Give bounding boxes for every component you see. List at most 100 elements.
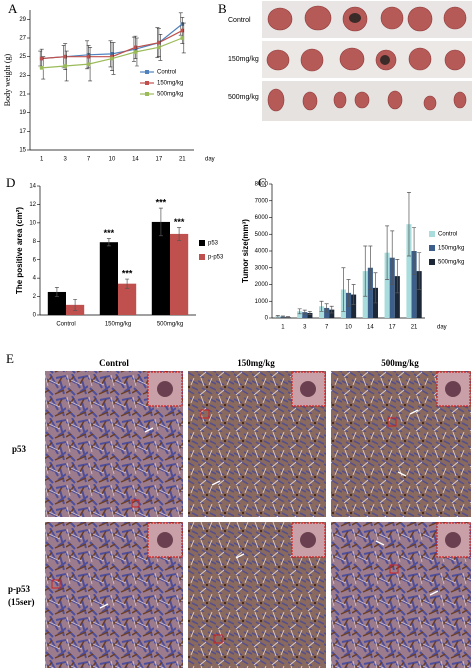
x-tick-label: 17 bbox=[156, 157, 163, 163]
row-label: p53 bbox=[12, 444, 27, 454]
y-tick-label: 14 bbox=[29, 184, 36, 190]
bar bbox=[329, 309, 335, 318]
x-tick-label: 3 bbox=[63, 157, 67, 163]
panel-letter: C bbox=[258, 175, 267, 190]
bar bbox=[351, 294, 357, 318]
legend-label: 500mg/kg bbox=[438, 260, 464, 266]
bar bbox=[394, 276, 400, 318]
x-tick-label: 17 bbox=[389, 325, 396, 331]
error-bar bbox=[385, 225, 390, 280]
row-label: Control bbox=[228, 17, 251, 24]
legend-label: Control bbox=[157, 70, 176, 76]
x-tick-label: 7 bbox=[325, 325, 329, 331]
error-bar bbox=[297, 308, 302, 315]
y-axis-label: Body weight (g) bbox=[3, 53, 12, 106]
marker bbox=[110, 56, 114, 61]
error-bar bbox=[324, 303, 329, 313]
error-bar bbox=[307, 310, 312, 315]
x-tick-label: 150mg/kg bbox=[105, 322, 131, 328]
x-tick-label: 7 bbox=[87, 157, 91, 163]
error-bar bbox=[125, 278, 130, 289]
panel-letter: E bbox=[6, 351, 14, 366]
legend-swatch bbox=[429, 259, 435, 265]
marker bbox=[133, 45, 138, 50]
y-tick-label: 1000 bbox=[255, 299, 269, 305]
marker bbox=[180, 28, 185, 33]
error-bar bbox=[280, 315, 285, 318]
bar bbox=[406, 224, 412, 318]
bar bbox=[324, 307, 330, 318]
bar bbox=[151, 221, 170, 315]
legend-label: 150mg/kg bbox=[157, 81, 183, 87]
marker bbox=[39, 56, 44, 61]
legend-swatch bbox=[429, 245, 435, 251]
legend-label: p53 bbox=[208, 241, 219, 247]
y-tick-label: 2000 bbox=[255, 282, 269, 288]
x-tick-label: 14 bbox=[132, 157, 139, 163]
significance-label: *** bbox=[174, 217, 185, 227]
bar bbox=[47, 291, 66, 315]
panel-letter: B bbox=[218, 1, 227, 16]
bar bbox=[416, 271, 422, 318]
x-tick-label: 21 bbox=[411, 325, 418, 331]
x-axis-label: day bbox=[205, 157, 215, 163]
x-tick-label: 500mg/kg bbox=[157, 322, 183, 328]
y-tick-label: 0 bbox=[33, 313, 37, 319]
bar bbox=[307, 312, 313, 318]
marker bbox=[39, 66, 44, 70]
y-tick-label: 19 bbox=[19, 110, 26, 116]
error-bar bbox=[390, 230, 395, 285]
x-tick-label: 1 bbox=[40, 157, 44, 163]
bar bbox=[389, 257, 395, 318]
y-tick-label: 10 bbox=[29, 220, 36, 226]
y-tick-label: 15 bbox=[19, 148, 26, 154]
x-tick-label: 21 bbox=[179, 157, 186, 163]
y-tick-label: 5000 bbox=[255, 232, 269, 238]
y-tick-label: 27 bbox=[19, 36, 26, 42]
significance-label: *** bbox=[122, 268, 133, 278]
x-axis-label: day bbox=[437, 325, 447, 331]
legend-swatch bbox=[199, 240, 205, 246]
legend-label: 150mg/kg bbox=[438, 246, 464, 252]
row-label: p-p53 bbox=[8, 584, 31, 594]
x-tick-label: 10 bbox=[345, 325, 352, 331]
error-bar bbox=[73, 298, 78, 311]
legend-swatch bbox=[429, 231, 435, 237]
marker bbox=[63, 54, 67, 59]
y-tick-label: 12 bbox=[29, 202, 36, 208]
error-bar bbox=[106, 238, 111, 247]
row-label: 150mg/kg bbox=[228, 56, 259, 63]
tumor-photos bbox=[262, 1, 472, 121]
legend-swatch bbox=[145, 70, 149, 74]
legend-label: Control bbox=[438, 232, 457, 238]
row-label: (15ser) bbox=[8, 597, 35, 607]
legend-swatch bbox=[145, 92, 149, 96]
marker bbox=[86, 62, 91, 66]
marker bbox=[63, 64, 67, 68]
bar bbox=[170, 233, 189, 315]
marker bbox=[157, 40, 161, 45]
legend-label: 500mg/kg bbox=[157, 92, 183, 98]
bar bbox=[99, 242, 118, 315]
significance-label: *** bbox=[156, 197, 167, 207]
y-tick-label: 7000 bbox=[255, 198, 269, 204]
bar bbox=[297, 311, 303, 318]
bar bbox=[411, 251, 417, 318]
error-bar bbox=[395, 259, 400, 294]
marker bbox=[180, 36, 185, 40]
error-bar bbox=[346, 279, 351, 307]
y-tick-label: 6000 bbox=[255, 215, 269, 221]
x-tick-label: Control bbox=[56, 322, 75, 328]
significance-label: *** bbox=[104, 228, 115, 238]
legend-swatch bbox=[199, 254, 205, 260]
x-tick-label: 14 bbox=[367, 325, 374, 331]
bar bbox=[384, 252, 390, 318]
error-bar bbox=[368, 245, 373, 290]
y-tick-label: 2 bbox=[33, 294, 37, 300]
panel-letter: D bbox=[6, 175, 15, 190]
error-bar bbox=[54, 287, 59, 297]
marker bbox=[86, 54, 91, 59]
error-bar bbox=[275, 315, 280, 318]
row-label: 500mg/kg bbox=[228, 94, 259, 101]
